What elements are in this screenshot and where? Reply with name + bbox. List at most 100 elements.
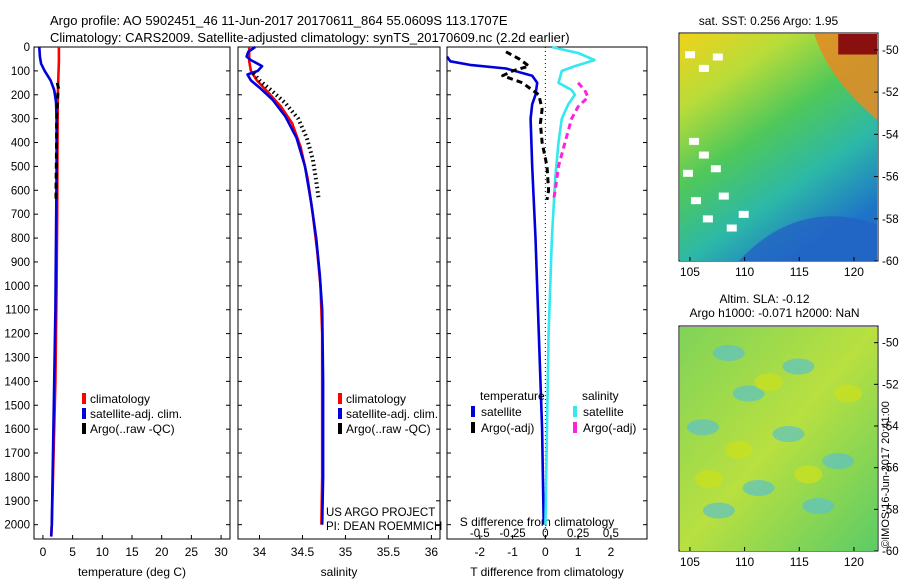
sla_map-xtick-label: 115 <box>790 555 809 569</box>
sst_map-ytick-label: -52 <box>882 87 899 99</box>
sst-missing-cell <box>684 51 695 59</box>
temperature-series-satellite-adj-clim- <box>38 46 58 537</box>
temperature-frame <box>33 46 231 540</box>
temperature-xtick-label: 15 <box>125 545 139 559</box>
difference-profile-panel: -2 -1 0 1 2 -0.5 -0.25 0 0.25 0.5S difference fro… <box>445 45 648 579</box>
sla-map-subtitle: Argo h1000: -0.071 h2000: NaN <box>689 306 859 320</box>
sla-low-anomaly <box>782 358 815 375</box>
legend-swatch <box>573 406 577 417</box>
sla-low-anomaly <box>702 502 735 519</box>
salinity-xtick-label: 35 <box>339 545 353 559</box>
sst-warm-region <box>814 34 877 120</box>
temperature-ytick-label: 1200 <box>4 329 30 341</box>
sla_map-ytick-label: -52 <box>882 379 899 391</box>
sst-missing-cell <box>702 215 713 223</box>
temperature-ytick-label: 2000 <box>4 520 30 532</box>
salinity-xtick-label: 35.5 <box>377 545 401 559</box>
sla-high-anomaly <box>754 373 783 392</box>
sst_map-xtick-label: 115 <box>790 265 809 279</box>
legend-label: satellite-adj. clim. <box>346 407 438 421</box>
sla-low-anomaly <box>732 385 765 402</box>
legend-swatch <box>82 393 86 404</box>
sst_map-ytick-label: -60 <box>882 256 899 268</box>
sst-hot-region <box>838 34 877 55</box>
salinity-xtick-label: 36 <box>425 545 439 559</box>
temperature-ytick-label: 1400 <box>4 376 30 388</box>
temperature-xtick-label: 30 <box>214 545 228 559</box>
difference-xtick-label: 2 <box>608 545 615 559</box>
difference-xtick-label: 1 <box>575 545 582 559</box>
temperature-ytick-label: 1000 <box>4 281 30 293</box>
temperature-ytick-label: 300 <box>11 114 30 126</box>
legend-label: Argo(-adj) <box>583 421 636 435</box>
temperature-ytick-label: 0 <box>24 42 30 54</box>
sdiff-tick-label: 0.25 <box>567 528 589 540</box>
difference-series-salinity-argo-adj- <box>552 81 590 201</box>
sst_map-ytick-label: -50 <box>882 45 899 57</box>
legend-label: climatology <box>346 392 406 406</box>
temperature-ytick-label: 700 <box>11 209 30 221</box>
footer-stamp: ©IMOS 16-Jun-2017 20:41:00 <box>880 401 892 548</box>
sst_map-xtick-label: 120 <box>844 265 864 279</box>
sla-low-anomaly <box>712 345 745 361</box>
sdiff-tick-label: -0.25 <box>499 528 525 540</box>
sst-missing-cell <box>710 165 721 173</box>
sst-missing-cell <box>738 210 749 218</box>
salinity-series-argo-raw-qc- <box>251 72 321 201</box>
difference-xlabel: T difference from climatology <box>470 565 624 579</box>
salinity-xtick-label: 34 <box>253 545 267 559</box>
legend-swatch <box>573 422 577 433</box>
salinity-profile-panel: 34 34.5 35 35.5 36 salinity climatologysatelli… <box>237 45 442 579</box>
temperature-xtick-label: 5 <box>69 545 76 559</box>
temperature-xtick-label: 20 <box>155 545 169 559</box>
sst-missing-cell <box>712 53 723 61</box>
sst-missing-cell <box>682 169 693 177</box>
legend-swatch <box>338 393 342 404</box>
legend-label: Argo(-adj) <box>481 421 534 435</box>
temperature-ytick-label: 500 <box>11 161 30 173</box>
sla-high-anomaly <box>794 465 823 484</box>
sla_map-ytick-label: -54 <box>882 421 899 433</box>
temperature-ytick-label: 900 <box>11 257 30 269</box>
temperature-ytick-label: 1300 <box>4 352 30 364</box>
sst-missing-cell <box>698 151 709 159</box>
temperature-profile-panel: 0100200300400500600700800900100011001200… <box>4 42 231 579</box>
temperature-ytick-label: 1500 <box>4 400 30 412</box>
legend-header-temperature: temperature <box>480 389 545 403</box>
legend-swatch <box>82 408 86 419</box>
sla-map-panel: 105 110 115 120 -50 -52 -54 -56 -58 -60 Altim. SLA… <box>678 292 899 569</box>
temperature-ytick-label: 800 <box>11 233 30 245</box>
sst_map-ytick-label: -56 <box>882 172 899 184</box>
sst_map-ytick-label: -58 <box>882 214 899 226</box>
legend-label: satellite <box>481 405 522 419</box>
sla_map-ytick-label: -60 <box>882 546 899 558</box>
sla_map-xtick-label: 120 <box>844 555 864 569</box>
temperature-ytick-label: 200 <box>11 90 30 102</box>
difference-series-salinity-satellite <box>544 45 596 525</box>
temperature-ytick-label: 100 <box>11 66 30 78</box>
sdiff-tick-label: -0.5 <box>470 528 490 540</box>
sla-high-anomaly <box>834 384 863 403</box>
sst-missing-cell <box>718 192 729 200</box>
legend-label: Argo(..raw -QC) <box>90 422 175 436</box>
temperature-ytick-label: 1600 <box>4 424 30 436</box>
difference-series-temperature-satellite <box>445 55 545 525</box>
temperature-ytick-label: 400 <box>11 138 30 150</box>
sla_map-xtick-label: 110 <box>735 555 754 569</box>
sla-low-anomaly <box>772 426 805 442</box>
legend-label: satellite-adj. clim. <box>90 407 182 421</box>
sla_map-ytick-label: -56 <box>882 463 899 475</box>
sst-missing-cell <box>690 197 701 205</box>
sst-missing-cell <box>726 224 737 232</box>
salinity-series-satellite-adj-clim- <box>245 45 325 525</box>
sla_map-xtick-label: 105 <box>680 555 700 569</box>
difference-xtick-label: 0 <box>542 545 549 559</box>
sdiff-tick-label: 0 <box>542 528 548 540</box>
sst_map-xtick-label: 110 <box>735 265 754 279</box>
sst-map-panel: 105 110 115 120 -50 -52 -54 -56 -58 -60 sat. SST: … <box>678 14 899 279</box>
sst-missing-cell <box>688 137 699 145</box>
sst-map-title: sat. SST: 0.256 Argo: 1.95 <box>699 14 839 28</box>
sla-low-anomaly <box>822 453 855 469</box>
legend-swatch <box>338 408 342 419</box>
